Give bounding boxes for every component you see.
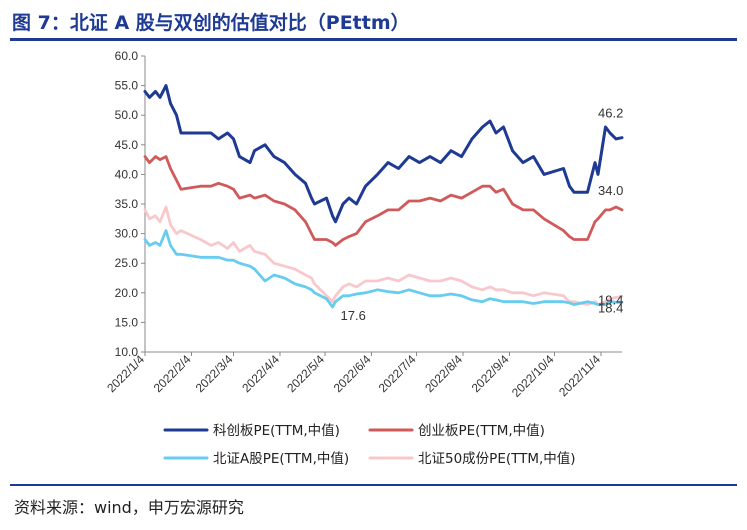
x-tick-label: 2022/11/4 — [556, 352, 603, 399]
y-tick-label: 15.0 — [115, 315, 139, 329]
chart-series — [143, 84, 624, 309]
legend-label: 北证A股PE(TTM,中值) — [213, 451, 349, 467]
title-underline — [10, 38, 737, 41]
footer-rule — [10, 484, 737, 486]
y-tick-label: 35.0 — [115, 197, 139, 211]
min-value-label: 17.6 — [341, 308, 366, 323]
end-value-label: 34.0 — [598, 183, 623, 198]
series-line-3 — [143, 205, 624, 306]
x-tick-label: 2022/10/4 — [509, 352, 557, 400]
source-note: 资料来源：wind，申万宏源研究 — [14, 498, 244, 517]
x-tick-label: 2022/4/4 — [239, 352, 282, 395]
legend-label: 科创板PE(TTM,中值) — [213, 423, 340, 439]
chart-annotations: 46.2 34.0 18.419.4 17.6 — [341, 106, 624, 323]
y-tick-label: 25.0 — [115, 256, 139, 270]
end-value-label: 18.4 — [598, 300, 623, 315]
end-value-label: 19.4 — [598, 292, 623, 307]
legend-label: 创业板PE(TTM,中值) — [418, 423, 545, 439]
legend-label: 北证50成份PE(TTM,中值) — [418, 451, 576, 467]
line-chart: 10.0 15.0 20.0 25.0 30.0 35.0 40.0 45.0 50.0 55.0… — [104, 49, 624, 467]
x-tick-label: 2022/6/4 — [331, 352, 374, 395]
y-tick-label: 60.0 — [115, 49, 139, 63]
series-line-2 — [143, 229, 624, 309]
series-line-0 — [143, 84, 624, 224]
end-value-label: 46.2 — [598, 106, 623, 121]
figure-title: 图 7：北证 A 股与双创的估值对比（PEttm） — [12, 12, 410, 34]
x-tick-label: 2022/5/4 — [284, 352, 327, 395]
x-tick-label: 2022/8/4 — [422, 352, 465, 395]
y-tick-label: 50.0 — [115, 108, 139, 122]
y-tick-label: 20.0 — [115, 286, 139, 300]
y-tick-label: 55.0 — [115, 79, 139, 93]
x-tick-label: 2022/2/4 — [151, 352, 194, 395]
y-tick-label: 10.0 — [115, 345, 139, 359]
y-tick-label: 40.0 — [115, 167, 139, 181]
x-tick-label: 2022/7/4 — [376, 352, 419, 395]
y-tick-label: 45.0 — [115, 138, 139, 152]
x-tick-label: 2022/3/4 — [193, 352, 236, 395]
x-tick-label: 2022/9/4 — [469, 352, 512, 395]
chart-legend: 科创板PE(TTM,中值) 创业板PE(TTM,中值) 北证A股PE(TTM,中值)… — [163, 423, 576, 467]
series-line-1 — [143, 155, 624, 247]
y-tick-label: 30.0 — [115, 227, 139, 241]
